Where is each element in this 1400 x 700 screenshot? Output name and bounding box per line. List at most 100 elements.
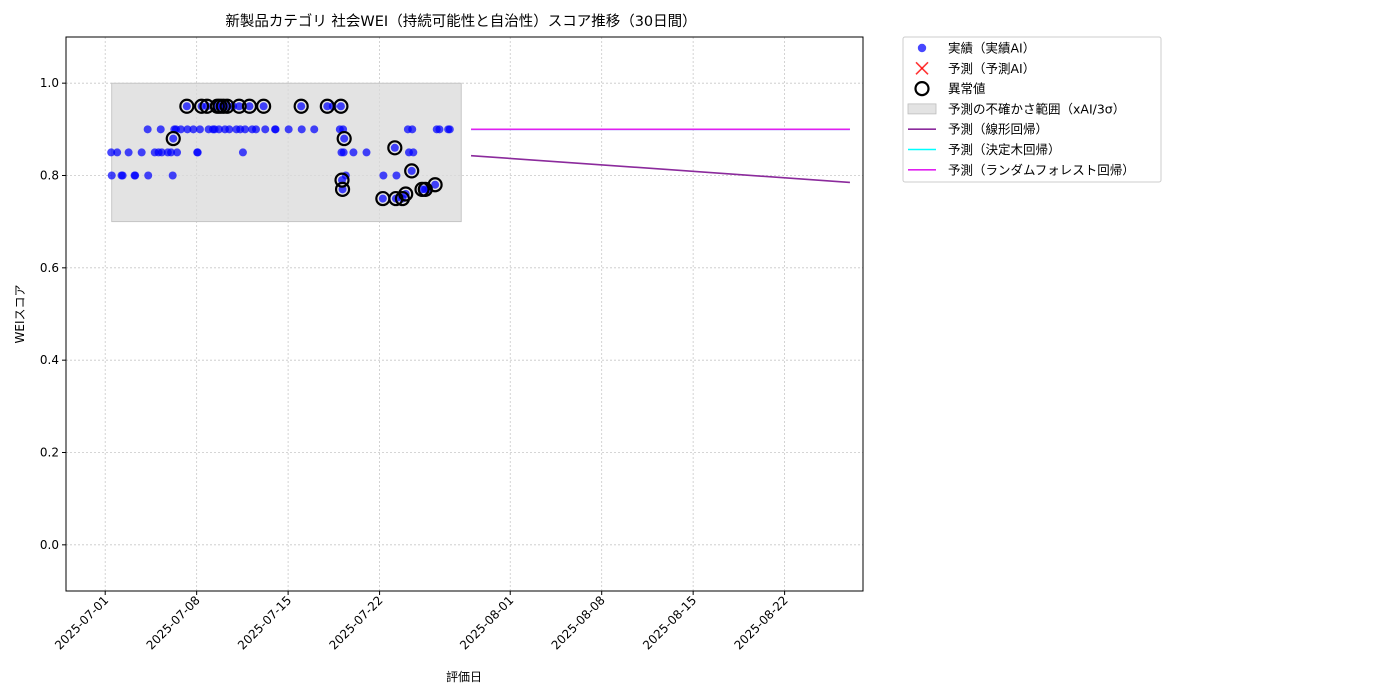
actual-point [297,125,306,134]
actual-point [340,134,349,143]
actual-point [195,125,204,134]
legend-item: 予測（ランダムフォレスト回帰） [908,162,1135,177]
legend-ring-marker [914,80,930,97]
actual-point [168,171,177,180]
actual-point [336,102,345,111]
legend-label: 異常値 [948,81,986,96]
actual-point [107,171,116,180]
linear-regression-line [470,154,850,184]
anomaly-marker [404,163,420,179]
anomaly-marker [336,130,352,147]
actual-point [225,125,234,134]
anomaly-marker [179,98,195,114]
actual-point [169,134,178,143]
y-tick-label: 0.8 [40,169,59,183]
actual-point [113,148,122,157]
actual-point [259,102,268,111]
legend-item: 異常値 [914,80,986,97]
legend-item: 予測（線形回帰） [908,122,1048,137]
actual-point [390,143,399,152]
actual-point [124,148,133,157]
actual-point [214,125,223,134]
plot-frame [65,36,864,592]
anomaly-markers [165,98,443,207]
legend-item: 予測（予測AI） [915,61,1035,76]
x-tick-label: 2025-07-15 [235,593,294,652]
legend-label: 予測（予測AI） [948,61,1035,76]
regression-lines [470,128,850,184]
actual-point [118,171,127,180]
actual-point [407,166,416,175]
actual-point [238,148,247,157]
legend-label: 実績（実績AI） [948,41,1035,56]
actual-point [431,180,440,189]
legend-x-marker [915,61,929,75]
actual-point [362,148,371,157]
actual-point [409,148,418,157]
legend-label: 予測（決定木回帰） [948,142,1061,157]
actual-point [143,125,152,134]
x-tick-label: 2025-08-22 [732,593,791,652]
anomaly-marker [231,98,247,114]
actual-point [144,171,153,180]
actual-point [408,125,417,134]
actual-point [245,102,254,111]
actual-point [339,148,348,157]
y-axis-ticks: 0.0 0.2 0.4 0.6 0.8 1.0 [40,76,66,552]
actual-point [193,148,202,157]
legend-item: 予測の不確かさ範囲（xAI/3σ） [907,101,1125,116]
anomaly-marker [334,181,351,197]
actual-point [284,125,293,134]
x-axis-ticks: 2025-07-01 2025-07-08 2025-07-15 2025-07-22… [52,591,791,652]
actual-point [167,148,176,157]
y-axis-label: WEIスコア [13,285,27,344]
legend-item: 予測（決定木回帰） [908,142,1061,157]
actual-point [349,148,358,157]
x-axis-label: 評価日 [446,669,482,684]
y-tick-label: 1.0 [40,76,59,90]
y-tick-label: 0.6 [40,261,59,275]
actual-point [137,148,146,157]
legend-label: 予測の不確かさ範囲（xAI/3σ） [948,101,1125,116]
y-tick-label: 0.2 [40,446,59,460]
legend-item: 実績（実績AI） [917,41,1035,56]
anomaly-marker [427,177,443,193]
actual-point [173,148,182,157]
legend-frame [902,36,1162,183]
actual-point [251,125,260,134]
anomaly-marker [293,98,309,114]
actual-point [183,125,192,134]
x-tick-label: 2025-07-22 [326,593,385,652]
anomaly-marker [165,130,181,147]
actual-point [176,125,185,134]
anomaly-marker [334,172,350,188]
y-tick-label: 0.0 [40,538,59,552]
x-tick-label: 2025-08-08 [549,593,608,652]
legend-label: 予測（ランダムフォレスト回帰） [948,162,1135,177]
actual-point [445,125,454,134]
actual-point [297,102,306,111]
actual-point [378,194,387,203]
anomaly-marker [398,186,414,202]
actual-point [392,171,401,180]
legend-label: 予測（線形回帰） [948,122,1048,137]
anomaly-marker [241,98,258,114]
actual-point [107,148,116,157]
actual-point [379,171,388,180]
x-tick-label: 2025-07-01 [52,593,111,652]
actual-point [310,125,319,134]
legend-dot-marker [917,43,927,53]
actual-point [189,125,198,134]
x-tick-label: 2025-07-08 [144,593,203,652]
x-tick-label: 2025-08-15 [640,593,699,652]
anomaly-marker [193,98,210,114]
actual-point [271,125,280,134]
actual-point [435,125,444,134]
actual-point [261,125,270,134]
actual-point [131,171,140,180]
anomaly-marker [333,98,349,114]
y-tick-label: 0.4 [40,353,59,367]
actual-point [182,102,191,111]
